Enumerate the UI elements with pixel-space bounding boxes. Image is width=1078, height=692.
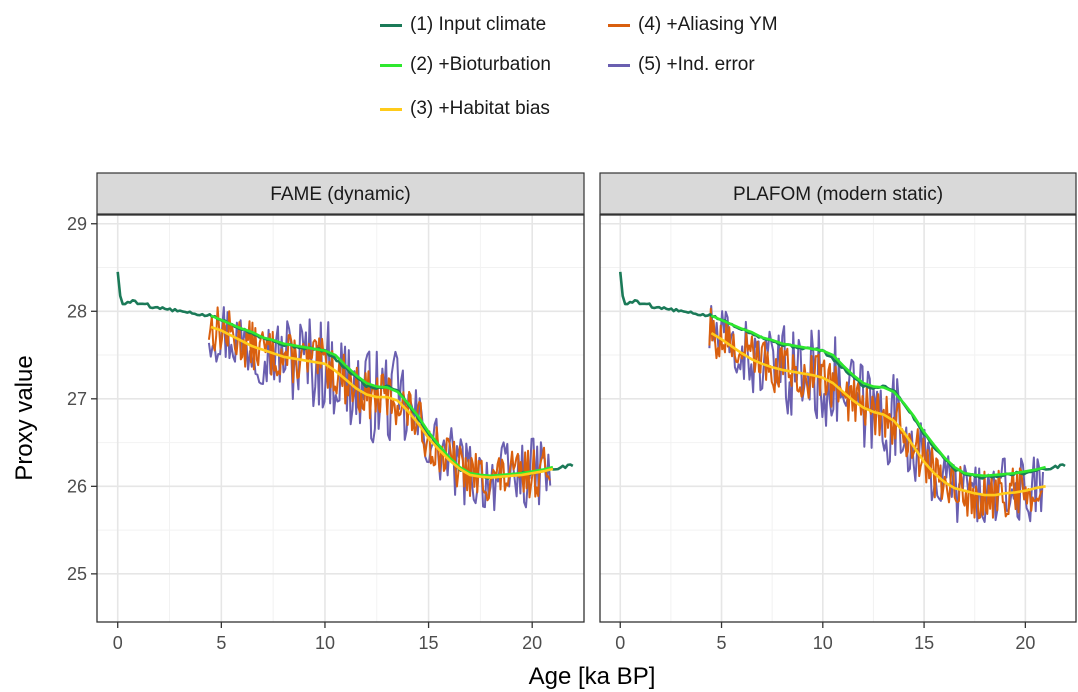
panel-border [599,214,1077,623]
legend: (1) Input climate (2) +Bioturbation (3) … [380,4,840,124]
y-tick-label: 29 [67,214,87,234]
panel-strip [599,172,1077,215]
series-bioturbation [710,314,1046,478]
panels-layer: FAME (dynamic) 0 5 10 15 20 25 26 27 28 29 PLAFOM (… [67,172,1077,653]
x-tick-label: 10 [813,633,833,653]
series-aliasing-ym [708,307,1043,520]
y-tick-label: 27 [67,389,87,409]
x-tick-label: 20 [1015,633,1035,653]
x-tick-label: 15 [914,633,934,653]
x-tick-label: 0 [615,633,625,653]
legend-item-habitat-bias: (3) +Habitat bias [380,94,550,124]
x-tick-label: 20 [522,633,542,653]
legend-label-aliasing-ym: (4) +Aliasing YM [638,14,778,35]
series-bioturbation [210,314,554,478]
x-tick-label: 10 [315,633,335,653]
legend-swatch-habitat-bias [380,107,402,111]
series-habitat-bias [710,332,1046,497]
legend-swatch-input-climate [380,23,402,27]
x-axis-title: Age [ka BP] [529,663,656,690]
panel-2: PLAFOM (modern static) 0 5 10 15 20 [599,172,1077,653]
legend-item-bioturbation: (2) +Bioturbation [380,50,551,80]
legend-swatch-ind-error [608,63,630,67]
y-tick-label: 26 [67,476,87,496]
y-axis-title: Proxy value [11,355,38,480]
legend-label-ind-error: (5) +Ind. error [638,54,755,75]
y-tick-label: 28 [67,301,87,321]
legend-item-input-climate: (1) Input climate [380,10,546,40]
panel-title: FAME (dynamic) [270,184,410,205]
x-tick-label: 5 [717,633,727,653]
legend-swatch-aliasing-ym [608,23,630,27]
legend-swatch-bioturbation [380,63,402,67]
panel-strip [96,172,585,215]
legend-label-input-climate: (1) Input climate [410,14,547,35]
legend-label-bioturbation: (2) +Bioturbation [410,54,551,75]
series-input-climate [618,271,1066,480]
x-tick-label: 15 [419,633,439,653]
x-tick-label: 0 [113,633,123,653]
panel-1: FAME (dynamic) 0 5 10 15 20 25 26 27 28 29 [67,172,585,653]
series-ind-error [207,306,552,512]
legend-label-habitat-bias: (3) +Habitat bias [410,98,550,119]
panel-border [96,214,585,623]
panel-title: PLAFOM (modern static) [733,184,943,205]
plot-background [97,215,584,622]
y-tick-label: 25 [67,564,87,584]
legend-item-aliasing-ym: (4) +Aliasing YM [608,10,778,40]
series-habitat-bias [210,325,554,479]
legend-item-ind-error: (5) +Ind. error [608,50,755,80]
x-tick-label: 5 [216,633,226,653]
